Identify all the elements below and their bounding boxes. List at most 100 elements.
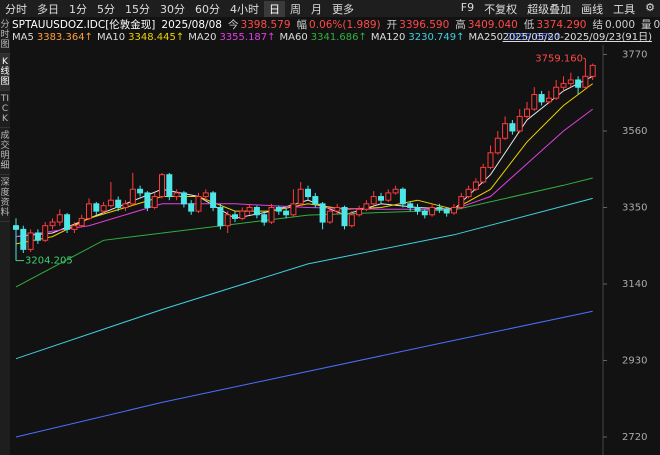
period-tab[interactable]: 月 — [311, 2, 322, 16]
candle-body — [86, 203, 92, 219]
candle-body — [188, 203, 195, 212]
candle-body — [589, 64, 596, 77]
candle-body — [93, 203, 100, 212]
candle-body — [261, 214, 268, 223]
tool-button[interactable]: F9 — [460, 0, 475, 14]
tool-button[interactable]: ⚙ — [645, 0, 655, 14]
candle-body — [239, 210, 246, 219]
candle-body — [144, 192, 151, 208]
ma-line — [15, 197, 593, 360]
candle-body — [575, 79, 582, 88]
side-tab[interactable]: 深度资料 — [0, 175, 10, 222]
candle-body — [312, 196, 319, 205]
field-label: 今 — [227, 19, 239, 31]
field-value: 3396.590 — [399, 19, 450, 31]
candle-body — [480, 166, 487, 183]
tool-button[interactable]: 工具 — [613, 2, 636, 16]
field-label: 量 — [641, 19, 652, 31]
field-label: 高 — [455, 19, 466, 31]
candle-body — [64, 214, 71, 230]
period-tab[interactable]: 周 — [290, 2, 301, 16]
candle-body — [421, 210, 428, 216]
legend-value: 2939.658↑ — [506, 32, 563, 43]
legend-name: MA120 — [370, 32, 406, 43]
legend-name: MA20 — [188, 32, 217, 43]
candle-body — [524, 108, 530, 117]
low-label: 3204.205 — [25, 256, 73, 267]
candle-body — [531, 94, 538, 110]
y-tick-label: 2930 — [622, 355, 647, 366]
tools: F9 不复权 超级叠加 画线 工具 ⚙ — [456, 1, 660, 17]
period-tab[interactable]: 更多 — [332, 2, 354, 16]
period-tab[interactable]: 60分 — [195, 2, 220, 16]
candle-body — [275, 206, 282, 212]
legend-name: MA10 — [96, 32, 126, 43]
period-tab[interactable]: 分时 — [5, 2, 27, 16]
candle-body — [34, 232, 41, 241]
candle-body — [290, 203, 297, 216]
period-tab[interactable]: 4小时 — [230, 2, 259, 16]
side-tab[interactable]: 成交明细 — [0, 128, 10, 175]
candle-body — [407, 203, 414, 208]
candle-body — [283, 210, 290, 216]
period-tab[interactable]: 日 — [264, 0, 285, 17]
legend-value: 3355.187↑ — [219, 32, 276, 43]
candle-body — [378, 196, 384, 201]
candle-body — [122, 203, 129, 208]
candle-body — [429, 206, 436, 216]
candle-body — [356, 208, 363, 216]
info-line: SPTAUUSDOZ.IDC[伦敦金现] 2025/08/08 今 3398.579 幅… — [12, 17, 660, 33]
field-label: 幅 — [296, 19, 308, 31]
candle-body — [166, 174, 173, 198]
legend-name: MA60 — [279, 32, 308, 43]
candle-body — [516, 115, 523, 132]
candle-body — [399, 188, 406, 205]
period-tab[interactable]: 5分 — [97, 2, 115, 16]
tool-button[interactable]: 画线 — [581, 2, 604, 16]
tool-button[interactable]: 超级叠加 — [527, 2, 572, 16]
field-label: 开 — [386, 19, 398, 31]
y-tick-label: 3140 — [622, 279, 647, 290]
candle-body — [56, 214, 63, 223]
candle-body — [334, 206, 341, 212]
candle-body — [494, 137, 501, 154]
candle-body — [553, 86, 560, 99]
field-value: 0.06%(1.989) — [309, 19, 381, 31]
ma-line — [15, 83, 593, 245]
candle-body — [538, 94, 545, 103]
candle-body — [246, 206, 253, 212]
date-range[interactable]: 2025/05/20-2025/09/23(91日) — [502, 32, 652, 43]
ma-line — [15, 108, 593, 238]
candle-body — [385, 192, 392, 201]
tool-button[interactable]: 不复权 — [484, 2, 518, 16]
candle-body — [27, 232, 34, 250]
side-tab[interactable]: TICK — [0, 91, 10, 128]
candle-body — [305, 188, 311, 198]
candle-body — [217, 206, 224, 227]
period-tab[interactable]: 1分 — [69, 2, 87, 16]
candle-body — [443, 208, 450, 214]
candle-body — [159, 174, 165, 198]
candle-body — [451, 206, 457, 214]
candle-body — [348, 214, 355, 227]
period-tab[interactable]: 30分 — [160, 2, 185, 16]
side-tab[interactable]: K线图 — [0, 54, 10, 91]
y-tick-label: 2720 — [622, 432, 647, 443]
date: 2025/08/08 — [161, 19, 222, 31]
legend-value: 3383.364↑ — [36, 32, 93, 43]
period-tab[interactable]: 多日 — [37, 2, 59, 16]
period-tab[interactable]: 15分 — [125, 2, 150, 16]
candle-body — [195, 196, 202, 212]
field-value: 0 — [653, 19, 660, 31]
ma-line — [15, 310, 593, 438]
candle-body — [151, 196, 158, 208]
candle-body — [487, 152, 494, 168]
field-value: 3409.040 — [467, 19, 518, 31]
side-tab[interactable]: 分时图 — [0, 17, 10, 54]
field-label: 低 — [523, 19, 535, 31]
ma-line — [15, 177, 593, 288]
candle-body — [100, 205, 107, 212]
legend-value: 3341.686↑ — [310, 32, 367, 43]
